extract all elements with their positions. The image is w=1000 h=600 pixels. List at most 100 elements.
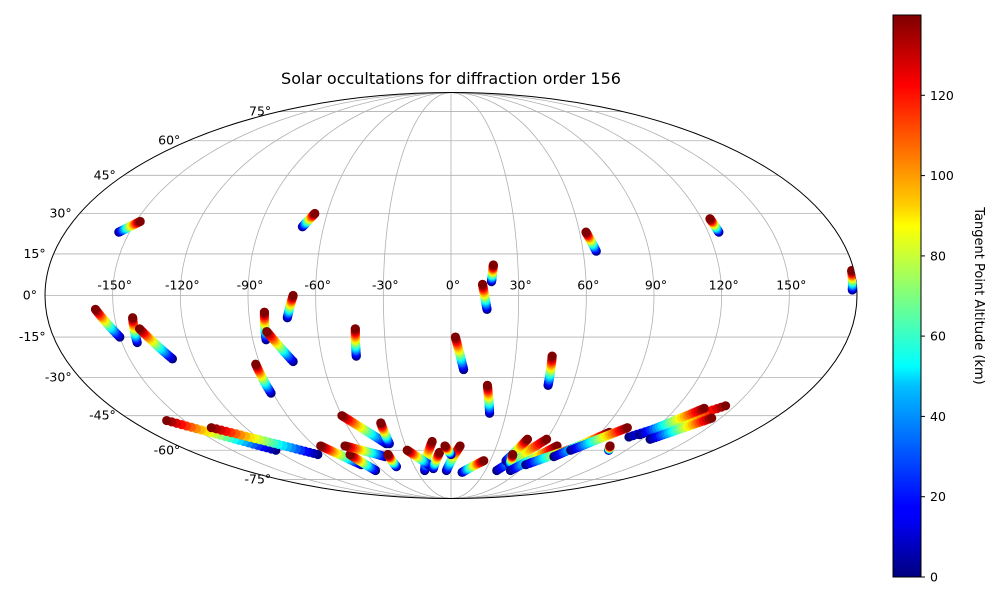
colorbar: 0 20 40 60 80 100 120 Tangent Point Altitude (… bbox=[892, 14, 986, 585]
colorbar-tick-label: 80 bbox=[930, 248, 946, 263]
track-point bbox=[455, 441, 465, 451]
occultation-track bbox=[543, 351, 557, 390]
colorbar-tick-label: 100 bbox=[930, 168, 954, 183]
track-point bbox=[340, 441, 350, 451]
occultation-track bbox=[383, 449, 402, 472]
occultation-track bbox=[486, 260, 498, 287]
colorbar-label: Tangent Point Altitude (km) bbox=[971, 206, 986, 384]
track-point bbox=[482, 380, 493, 390]
occultation-track bbox=[440, 441, 456, 460]
latitude-labels: 75° 60° 45° 30° 15° 0° -15° -30° -45° -60° -75° bbox=[19, 104, 271, 487]
track-point bbox=[128, 313, 138, 323]
latitude-tick-label: 60° bbox=[158, 133, 180, 148]
colorbar-tick-label: 120 bbox=[930, 88, 954, 103]
track-point bbox=[383, 449, 393, 460]
track-point bbox=[622, 423, 632, 433]
occultation-track bbox=[90, 304, 125, 342]
colorbar-tick-label: 60 bbox=[930, 329, 946, 344]
track-point bbox=[162, 415, 172, 426]
meridian-gridline bbox=[450, 92, 723, 499]
latitude-tick-label: 75° bbox=[249, 104, 271, 119]
occultation-track bbox=[566, 423, 632, 455]
latitude-tick-label: -75° bbox=[245, 471, 272, 486]
occultation-track bbox=[282, 290, 298, 323]
chart-title: Solar occultations for diffraction order… bbox=[281, 69, 621, 88]
track-point bbox=[135, 216, 145, 227]
longitude-tick-label: 30° bbox=[510, 278, 532, 293]
longitude-tick-label: -30° bbox=[372, 278, 399, 293]
occultation-track bbox=[340, 441, 390, 462]
meridian-gridline bbox=[450, 92, 790, 499]
occultation-track bbox=[457, 456, 489, 477]
latitude-tick-label: 15° bbox=[23, 246, 45, 261]
occultation-track bbox=[428, 447, 445, 474]
occultation-track bbox=[350, 324, 361, 361]
colorbar-tick-label: 0 bbox=[930, 570, 938, 585]
longitude-tick-label: 90° bbox=[645, 278, 667, 293]
track-point bbox=[434, 447, 445, 457]
longitude-tick-label: 150° bbox=[776, 278, 806, 293]
longitude-tick-label: -150° bbox=[97, 278, 132, 293]
track-point bbox=[450, 332, 461, 342]
longitude-tick-label: -120° bbox=[165, 278, 200, 293]
occultation-track bbox=[450, 332, 469, 375]
track-point bbox=[90, 304, 101, 315]
occultation-track bbox=[645, 413, 717, 444]
track-point bbox=[316, 441, 326, 451]
track-point bbox=[699, 403, 709, 413]
track-point bbox=[707, 413, 717, 423]
latitude-tick-label: 45° bbox=[94, 167, 116, 182]
track-point bbox=[522, 434, 533, 444]
track-point bbox=[310, 208, 320, 219]
track-point bbox=[259, 307, 270, 317]
occultation-track bbox=[206, 423, 323, 460]
occultation-track bbox=[134, 324, 178, 364]
occultation-track bbox=[477, 279, 492, 315]
track-point bbox=[488, 260, 498, 270]
colorbar-tick-label: 40 bbox=[930, 409, 946, 424]
track-point bbox=[262, 326, 272, 337]
occultation-track bbox=[337, 411, 391, 449]
occultation-track bbox=[376, 418, 394, 449]
track-point bbox=[508, 449, 518, 460]
latitude-tick-label: -45° bbox=[89, 408, 116, 423]
occultation-track bbox=[705, 214, 724, 237]
latitude-tick-label: 30° bbox=[49, 206, 71, 221]
track-point bbox=[402, 445, 412, 455]
track-point bbox=[337, 411, 347, 421]
occultation-track bbox=[581, 227, 601, 256]
track-point bbox=[251, 359, 261, 369]
meridian-gridline bbox=[450, 92, 520, 499]
colorbar-tick-label: 20 bbox=[930, 489, 946, 504]
latitude-tick-label: -15° bbox=[19, 329, 46, 344]
track-point bbox=[376, 418, 386, 428]
longitude-tick-label: -90° bbox=[237, 278, 264, 293]
occultation-track bbox=[402, 445, 434, 470]
longitude-tick-label: 60° bbox=[577, 278, 599, 293]
occultation-track bbox=[604, 441, 615, 455]
longitude-labels: -150° -120° -90° -60° -30° 0° 30° 60° 90° 120° 150… bbox=[97, 278, 806, 293]
occultation-track bbox=[482, 380, 495, 418]
occultation-track bbox=[345, 449, 381, 476]
longitude-tick-label: -60° bbox=[304, 278, 331, 293]
longitude-tick-label: 0° bbox=[446, 278, 460, 293]
track-point bbox=[720, 401, 731, 411]
occultation-track bbox=[128, 313, 142, 348]
latitude-tick-label: 0° bbox=[23, 288, 37, 303]
track-point bbox=[705, 214, 715, 224]
track-point bbox=[440, 441, 450, 451]
track-point bbox=[134, 324, 145, 334]
map-boundary bbox=[44, 92, 858, 499]
latitude-tick-label: -30° bbox=[45, 370, 72, 385]
latitude-tick-label: -60° bbox=[154, 442, 181, 457]
occultation-track bbox=[847, 265, 857, 295]
occultation-track bbox=[297, 208, 320, 232]
meridian-gridline bbox=[112, 92, 452, 499]
track-point bbox=[427, 436, 437, 447]
track-point bbox=[350, 324, 360, 334]
occultation-track bbox=[262, 326, 298, 367]
track-point bbox=[479, 456, 489, 466]
occultation-track bbox=[635, 403, 709, 440]
occultation-track bbox=[114, 216, 145, 237]
